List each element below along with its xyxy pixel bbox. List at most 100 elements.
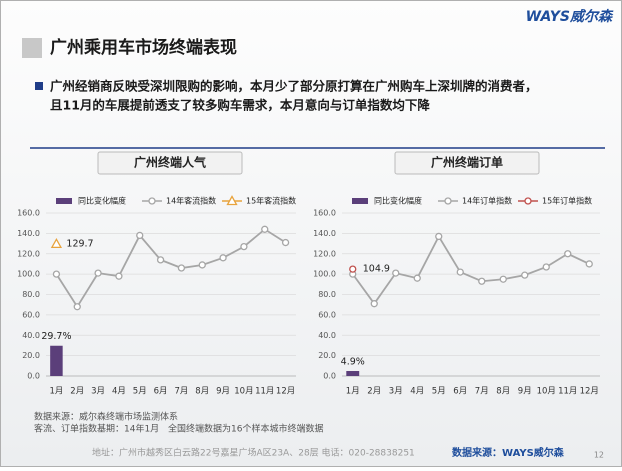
point [94, 269, 102, 277]
point [281, 238, 290, 247]
legend-label: 15年客流指数 [246, 196, 296, 206]
x-tick-label: 11月 [255, 387, 274, 397]
legend-swatch [56, 198, 72, 204]
y-tick-label: 80.0 [318, 290, 336, 299]
y-tick-label: 60.0 [22, 310, 40, 319]
x-tick-label: 8月 [496, 387, 510, 397]
y-tick-label: 160.0 [313, 209, 336, 218]
point [521, 271, 529, 279]
chart-title: 广州终端订单 [431, 155, 503, 170]
note: 数据来源：威尔森终端市场监测体系 [34, 411, 178, 423]
y-tick-label: 120.0 [313, 249, 336, 258]
x-tick-label: 4月 [112, 387, 126, 397]
bar [346, 371, 360, 376]
line [352, 234, 590, 306]
y-tick-label: 140.0 [313, 229, 336, 238]
x-tick-label: 8月 [195, 387, 209, 397]
legend-label: 14年订单指数 [462, 196, 512, 206]
note: 全国终端数据为16个样本城市终端数据 [168, 423, 323, 435]
data-label: 29.7% [41, 331, 71, 342]
point [564, 250, 572, 258]
data-label: 104.9 [363, 264, 390, 275]
point [136, 231, 144, 240]
point [585, 260, 593, 268]
legend-label: 同比变化幅度 [374, 196, 422, 206]
y-tick-label: 60.0 [318, 310, 336, 319]
x-tick-label: 11月 [558, 387, 577, 397]
point [261, 225, 269, 233]
x-tick-label: 7月 [174, 387, 188, 397]
x-tick-label: 12月 [276, 387, 295, 397]
data-label: 4.9% [341, 357, 365, 368]
slide-title: 广州乘用车市场终端表现 [50, 37, 237, 58]
x-tick-label: 3月 [389, 387, 403, 397]
note: 客流、订单指数基期：14年1月 [34, 423, 159, 435]
bullet-icon [35, 82, 43, 90]
x-tick-label: 5月 [432, 387, 446, 397]
x-tick-label: 5月 [133, 387, 147, 397]
bar [50, 345, 63, 376]
y-tick-label: 40.0 [318, 331, 336, 340]
x-tick-label: 6月 [154, 387, 168, 397]
y-tick-label: 0.0 [323, 372, 336, 381]
point [240, 242, 248, 251]
legend-swatch [352, 198, 368, 204]
y-tick-label: 0.0 [27, 372, 40, 381]
point [50, 238, 63, 249]
y-tick-label: 100.0 [313, 270, 336, 279]
point [177, 264, 186, 272]
point [73, 303, 81, 311]
y-tick-label: 80.0 [22, 290, 40, 299]
x-tick-label: 9月 [216, 387, 230, 397]
y-tick-label: 140.0 [17, 229, 40, 238]
y-tick-label: 40.0 [22, 331, 40, 340]
legend-marker [444, 197, 452, 205]
x-tick-label: 2月 [70, 387, 84, 397]
y-tick-label: 20.0 [22, 351, 40, 360]
legend-label: 同比变化幅度 [78, 196, 126, 206]
x-tick-label: 7月 [475, 387, 489, 397]
bullet-text: 广州经销商反映受深圳限购的影响，本月少了部分原打算在广州购车上深圳牌的消费者， [50, 79, 538, 94]
point [392, 269, 400, 277]
y-tick-label: 20.0 [318, 351, 336, 360]
footer-source: 数据来源：WAYS威尔森 [452, 446, 565, 459]
x-tick-label: 4月 [410, 387, 424, 397]
chart-title-box [97, 151, 243, 175]
x-tick-label: 12月 [580, 387, 599, 397]
logo: WAYS威尔森 [526, 8, 614, 25]
point [198, 261, 206, 269]
point [219, 254, 227, 262]
point [115, 272, 123, 280]
page-number: 12 [594, 451, 604, 460]
x-tick-label: 2月 [367, 387, 381, 397]
legend-marker [226, 195, 238, 206]
line [55, 228, 287, 309]
point [542, 263, 550, 271]
chart-title-box [394, 151, 540, 175]
point [349, 265, 357, 273]
x-tick-label: 6月 [453, 387, 467, 397]
x-tick-label: 1月 [346, 387, 360, 397]
legend-marker [524, 197, 532, 205]
legend-label: 15年订单指数 [542, 196, 592, 206]
chart-title: 广州终端人气 [134, 155, 206, 170]
legend-marker [148, 197, 156, 205]
y-tick-label: 160.0 [17, 209, 40, 218]
bullet-text: 且11月的车展提前透支了较多购车需求，本月意向与订单指数均下降 [50, 98, 430, 113]
point [52, 270, 61, 278]
point [456, 268, 464, 276]
data-label: 129.7 [66, 238, 93, 249]
x-tick-label: 10月 [234, 387, 253, 397]
point [370, 300, 378, 308]
x-tick-label: 3月 [91, 387, 105, 397]
x-tick-label: 10月 [537, 387, 556, 397]
y-tick-label: 120.0 [17, 249, 40, 258]
legend-label: 14年客流指数 [166, 196, 216, 206]
footer: 地址：广州市越秀区白云路22号嘉星广场A区23A、28层 电话：020-2883… [92, 447, 415, 459]
point [413, 274, 421, 282]
point [435, 232, 443, 241]
x-tick-label: 1月 [49, 387, 63, 397]
point [478, 277, 486, 285]
